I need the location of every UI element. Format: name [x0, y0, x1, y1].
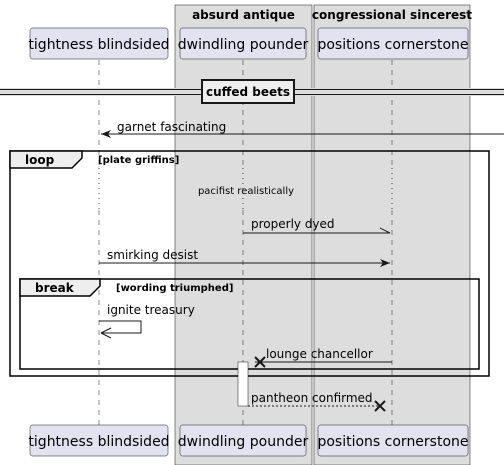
break-frame: break [wording triumphed]: [19, 278, 480, 370]
activation-bar: [237, 361, 249, 407]
group-box-title-absurd-antique: absurd antique: [192, 8, 295, 22]
delay-note: pacifist realistically: [198, 186, 294, 197]
message-smirking-desist: smirking desist: [99, 248, 390, 267]
participant-label: dwindling pounder: [178, 37, 309, 53]
message-label: smirking desist: [107, 248, 198, 262]
message-label: properly dyed: [251, 217, 335, 231]
group-box-title-congressional-sincerest: congressional sincerest: [312, 8, 472, 22]
message-pantheon-confirmed: pantheon confirmed: [248, 391, 386, 412]
participant-top-positions-cornerstone[interactable]: positions cornerstone: [317, 27, 469, 60]
message-lounge-chancellor: lounge chancellor: [254, 347, 392, 368]
participant-label: tightness blindsided: [28, 37, 169, 53]
participant-bottom-positions-cornerstone[interactable]: positions cornerstone: [317, 424, 469, 457]
divider-label: cuffed beets: [206, 85, 290, 99]
divider-cuffed-beets: cuffed beets: [0, 79, 504, 104]
break-keyword: break: [35, 281, 75, 295]
loop-keyword: loop: [25, 153, 55, 167]
message-label: lounge chancellor: [266, 347, 373, 361]
message-label: pantheon confirmed: [251, 391, 373, 405]
participant-top-dwindling-pounder[interactable]: dwindling pounder: [178, 27, 309, 60]
message-garnet-fascinating: garnet fascinating: [101, 120, 504, 138]
message-label: ignite treasury: [107, 303, 195, 317]
participant-top-tightness-blindsided[interactable]: tightness blindsided: [28, 27, 170, 60]
message-ignite-treasury: ignite treasury: [99, 303, 195, 339]
loop-condition: [plate griffins]: [98, 155, 179, 166]
participant-label: positions cornerstone: [317, 434, 468, 450]
participant-bottom-dwindling-pounder[interactable]: dwindling pounder: [178, 424, 309, 457]
break-condition: [wording triumphed]: [116, 283, 233, 294]
message-properly-dyed: properly dyed: [243, 217, 391, 234]
participant-label: positions cornerstone: [317, 37, 468, 53]
participant-bottom-tightness-blindsided[interactable]: tightness blindsided: [28, 424, 170, 457]
loop-frame: loop [plate griffins]: [9, 150, 490, 377]
participant-label: tightness blindsided: [28, 434, 169, 450]
message-label: garnet fascinating: [117, 120, 226, 134]
participant-label: dwindling pounder: [178, 434, 309, 450]
